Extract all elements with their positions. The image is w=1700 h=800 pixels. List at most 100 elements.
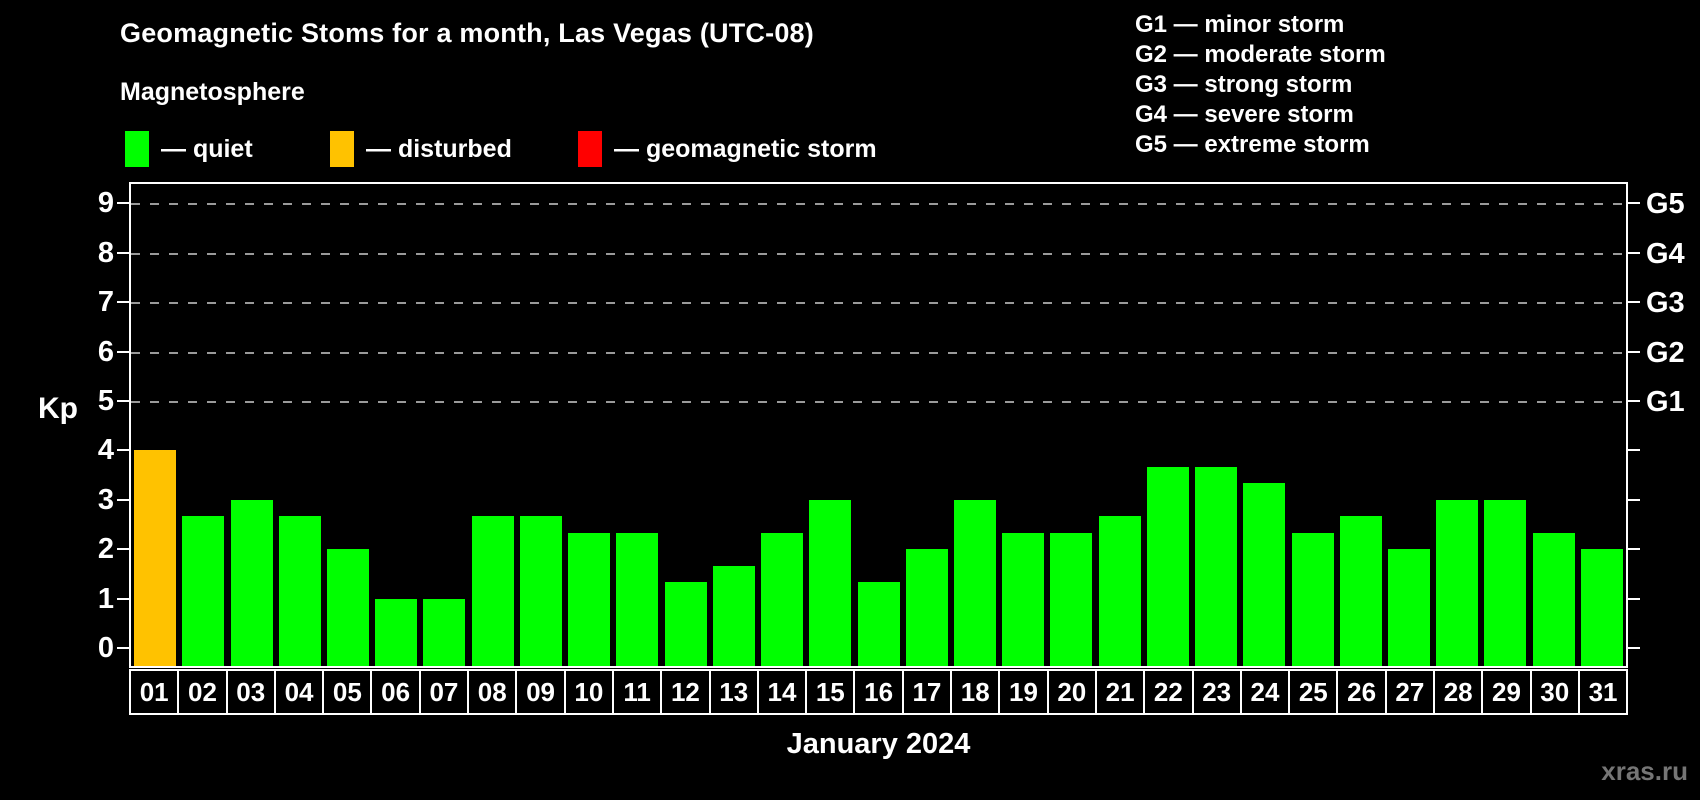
kp-tick-8 xyxy=(117,251,129,254)
kp-tick-0 xyxy=(117,647,129,649)
gridline-kp8 xyxy=(131,252,1626,255)
g-axis-label-g5: G5 xyxy=(1646,188,1685,221)
day-label-13: 13 xyxy=(708,669,759,715)
legend-label-storm: — geomagnetic storm xyxy=(614,134,877,163)
day-label-01: 01 xyxy=(129,669,180,715)
day-label-30: 30 xyxy=(1529,669,1580,715)
day-label-22: 22 xyxy=(1143,669,1194,715)
g-axis-label-g4: G4 xyxy=(1646,237,1685,270)
day-label-10: 10 xyxy=(563,669,614,715)
g-legend-line-2: G2 — moderate storm xyxy=(1135,41,1386,68)
day-label-07: 07 xyxy=(418,669,470,715)
day-label-15: 15 xyxy=(805,669,856,715)
right-tick-8 xyxy=(1628,251,1640,254)
day-label-14: 14 xyxy=(756,669,808,715)
day-label-23: 23 xyxy=(1191,669,1242,715)
chart-title: Geomagnetic Stoms for a month, Las Vegas… xyxy=(120,18,814,48)
gridline-kp9 xyxy=(131,203,1626,206)
kp-tick-3 xyxy=(117,498,129,501)
kp-tick-label-9: 9 xyxy=(97,187,114,220)
right-tick-6 xyxy=(1628,350,1640,353)
kp-bar-day-31 xyxy=(1580,549,1623,666)
kp-bar-day-11 xyxy=(616,532,659,666)
kp-bar-day-16 xyxy=(857,582,900,666)
day-label-24: 24 xyxy=(1239,669,1291,715)
kp-tick-label-6: 6 xyxy=(97,335,114,368)
legend-item-disturbed: — disturbed xyxy=(330,130,512,168)
day-label-27: 27 xyxy=(1384,669,1436,715)
kp-bar-day-04 xyxy=(278,516,321,666)
magnetosphere-legend-title: Magnetosphere xyxy=(120,78,305,106)
kp-bar-day-08 xyxy=(471,516,514,666)
day-label-28: 28 xyxy=(1433,669,1484,715)
kp-bar-day-26 xyxy=(1339,516,1382,666)
kp-bar-day-05 xyxy=(327,549,370,666)
kp-bar-day-30 xyxy=(1532,532,1575,666)
day-label-row: 01 02 03 04 05 06 07 08 09 10 11 12 13 14 15 16 17 18 19 20… xyxy=(129,669,1629,715)
kp-bar-day-15 xyxy=(809,499,852,666)
kp-tick-6 xyxy=(117,350,129,353)
gridline-kp7 xyxy=(131,302,1626,305)
kp-bar-day-17 xyxy=(905,549,948,666)
kp-tick-2 xyxy=(117,548,129,551)
day-label-08: 08 xyxy=(467,669,518,715)
right-tick-1 xyxy=(1628,597,1640,600)
right-tick-4 xyxy=(1628,449,1640,452)
kp-bar-day-28 xyxy=(1436,499,1479,666)
legend-item-quiet: — quiet xyxy=(125,130,253,168)
kp-bar-day-25 xyxy=(1291,532,1334,666)
kp-bar-day-06 xyxy=(375,598,418,666)
kp-bar-day-14 xyxy=(761,532,804,666)
kp-tick-label-0: 0 xyxy=(97,632,114,664)
kp-bar-day-23 xyxy=(1195,466,1238,666)
day-label-29: 29 xyxy=(1481,669,1532,715)
right-tick-3 xyxy=(1628,498,1640,501)
day-label-18: 18 xyxy=(950,669,1001,715)
kp-bar-day-29 xyxy=(1484,499,1527,666)
g-legend-line-4: G4 — severe storm xyxy=(1135,101,1354,128)
kp-bar-day-24 xyxy=(1243,483,1286,666)
kp-bar-day-12 xyxy=(664,582,707,666)
kp-tick-4 xyxy=(117,449,129,452)
kp-bar-day-02 xyxy=(182,516,225,666)
right-tick-7 xyxy=(1628,301,1640,304)
day-label-17: 17 xyxy=(901,669,953,715)
gridline-kp6 xyxy=(131,351,1626,354)
kp-tick-9 xyxy=(117,202,129,205)
kp-tick-label-4: 4 xyxy=(97,434,114,467)
kp-bar-day-07 xyxy=(423,598,466,666)
watermark: xras.ru xyxy=(1601,756,1688,786)
kp-bar-day-18 xyxy=(953,499,996,666)
g-axis-label-g3: G3 xyxy=(1646,287,1685,320)
kp-tick-5 xyxy=(117,400,129,402)
kp-tick-1 xyxy=(117,597,129,600)
legend-label-disturbed: — disturbed xyxy=(366,134,512,163)
day-label-12: 12 xyxy=(660,669,711,715)
g-legend-line-5: G5 — extreme storm xyxy=(1135,131,1370,158)
plot-area xyxy=(129,182,1628,668)
day-label-09: 09 xyxy=(515,669,566,715)
right-tick-5 xyxy=(1628,400,1640,402)
day-label-25: 25 xyxy=(1288,669,1339,715)
right-tick-0 xyxy=(1628,647,1640,649)
day-label-21: 21 xyxy=(1094,669,1146,715)
kp-bar-day-13 xyxy=(712,565,755,666)
kp-bar-day-19 xyxy=(1002,532,1045,666)
kp-tick-label-2: 2 xyxy=(97,533,114,566)
day-label-20: 20 xyxy=(1046,669,1097,715)
day-label-06: 06 xyxy=(370,669,421,715)
kp-tick-label-5: 5 xyxy=(97,385,114,417)
day-label-26: 26 xyxy=(1336,669,1387,715)
kp-bar-day-22 xyxy=(1146,466,1189,666)
quiet-color-swatch xyxy=(125,131,149,167)
right-tick-2 xyxy=(1628,548,1640,551)
legend-label-quiet: — quiet xyxy=(161,134,253,163)
kp-tick-label-1: 1 xyxy=(97,582,114,615)
g-legend-line-1: G1 — minor storm xyxy=(1135,11,1345,38)
g-legend-line-3: G3 — strong storm xyxy=(1135,71,1353,98)
kp-bar-day-21 xyxy=(1098,516,1141,666)
day-label-16: 16 xyxy=(853,669,904,715)
kp-tick-label-7: 7 xyxy=(97,286,114,319)
kp-tick-label-3: 3 xyxy=(97,483,114,516)
